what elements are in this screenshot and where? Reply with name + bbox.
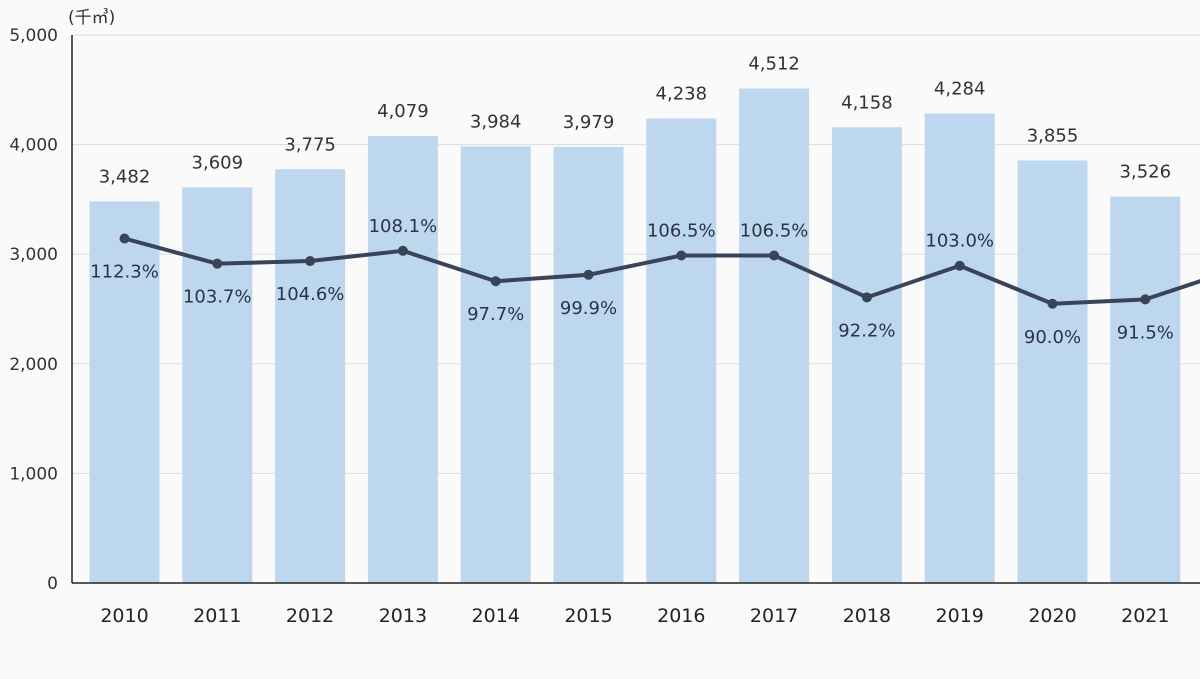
bar: [1110, 197, 1180, 583]
ratio-label: 91.5%: [1117, 322, 1174, 343]
ratio-point: [491, 276, 501, 286]
bar: [554, 147, 624, 583]
bar-value-label: 4,079: [377, 101, 429, 122]
ratio-label: 97.7%: [467, 304, 524, 325]
bar-value-label: 4,512: [748, 53, 800, 74]
bar: [368, 136, 438, 583]
x-tick-label: 2015: [564, 605, 612, 627]
bar: [832, 127, 902, 583]
ratio-label: 106.5%: [740, 220, 809, 241]
ratio-label: 92.2%: [838, 320, 895, 341]
bar: [275, 169, 345, 583]
bar-value-label: 3,855: [1027, 125, 1079, 146]
ratio-label: 103.7%: [183, 287, 252, 308]
ratio-label: 99.9%: [560, 298, 617, 319]
x-tick-label: 2020: [1028, 605, 1076, 627]
bar-value-label: 3,775: [284, 134, 336, 155]
bar: [739, 88, 809, 583]
bar: [90, 201, 160, 583]
y-tick-label: 4,000: [9, 136, 58, 156]
bar: [925, 113, 995, 583]
ratio-point: [676, 250, 686, 260]
ratio-labels: 112.3% 103.7% 104.6% 108.1% 97.7% 99.9% 106.5%…: [90, 216, 1174, 348]
ratio-label: 103.0%: [925, 231, 994, 252]
bar-value-label: 3,482: [99, 166, 151, 187]
y-tick-label: 5,000: [9, 26, 58, 46]
x-tick-label: 2010: [100, 605, 148, 627]
bar-value-label: 3,526: [1120, 162, 1172, 183]
bar-value-label: 4,238: [656, 84, 708, 105]
ratio-point: [955, 261, 965, 271]
bar-value-label: 3,609: [192, 152, 244, 173]
y-tick-label: 0: [47, 574, 58, 594]
y-axis-ticks: 0 1,000 2,000 3,000 4,000 5,000: [9, 26, 58, 594]
x-tick-label: 2017: [750, 605, 798, 627]
y-tick-label: 3,000: [9, 245, 58, 265]
bar: [182, 187, 252, 583]
x-tick-label: 2019: [936, 605, 984, 627]
ratio-label: 90.0%: [1024, 327, 1081, 348]
bar-value-labels: 3,482 3,609 3,775 4,079 3,984 3,979 4,238 4,512…: [99, 53, 1171, 187]
unit-label: (千㎥): [68, 8, 115, 28]
bar-value-label: 4,158: [841, 92, 893, 113]
x-axis-ticks: 2010 2011 2012 2013 2014 2015 2016 2017 2018 2019…: [100, 605, 1200, 627]
ratio-point: [1048, 299, 1058, 309]
y-tick-label: 2,000: [9, 355, 58, 375]
bar-value-label: 3,984: [470, 111, 522, 132]
ratio-label: 108.1%: [369, 216, 438, 237]
x-tick-label: 2013: [379, 605, 427, 627]
bar: [1018, 160, 1088, 583]
ratio-point: [120, 234, 130, 244]
ratio-label: 104.6%: [276, 284, 345, 305]
ratio-point: [862, 292, 872, 302]
ratio-label: 106.5%: [647, 220, 716, 241]
y-tick-label: 1,000: [9, 464, 58, 484]
ratio-point: [212, 259, 222, 269]
x-tick-label: 2018: [843, 605, 891, 627]
bar: [646, 119, 716, 583]
bar: [461, 146, 531, 583]
x-tick-label: 2016: [657, 605, 705, 627]
x-tick-label: 2021: [1121, 605, 1169, 627]
bar-value-label: 3,979: [563, 112, 615, 133]
x-tick-label: 2012: [286, 605, 334, 627]
bar-value-label: 4,284: [934, 78, 986, 99]
ratio-point: [398, 246, 408, 256]
ratio-point: [584, 270, 594, 280]
x-tick-label: 2011: [193, 605, 241, 627]
ratio-point: [1140, 294, 1150, 304]
ratio-point: [769, 250, 779, 260]
x-tick-label: 2014: [472, 605, 520, 627]
ratio-point: [305, 256, 315, 266]
ratio-label: 112.3%: [90, 262, 159, 283]
